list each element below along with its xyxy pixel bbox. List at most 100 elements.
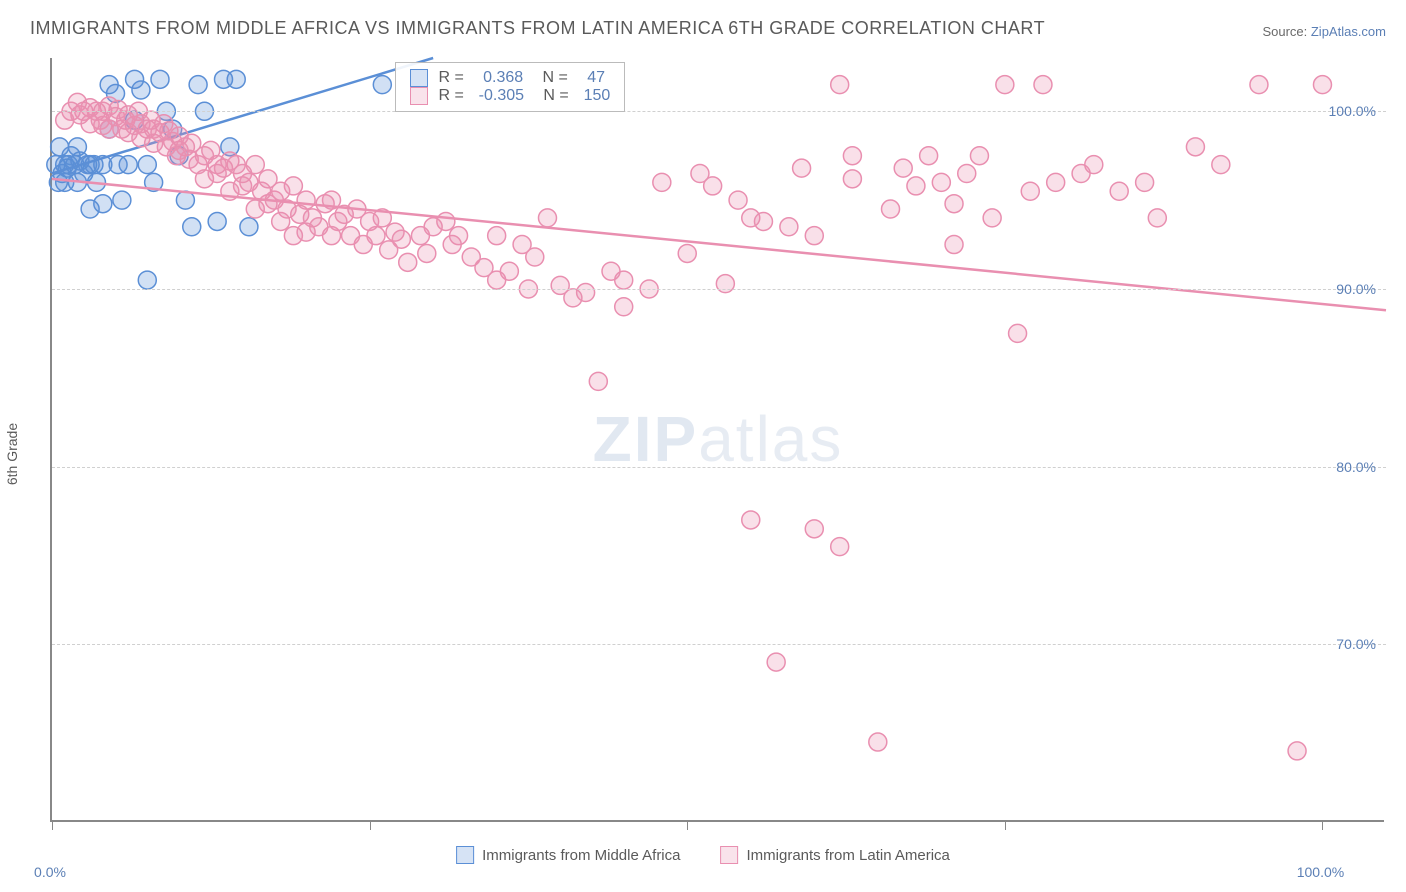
data-point [151, 70, 169, 88]
data-point [538, 209, 556, 227]
data-point [1009, 324, 1027, 342]
data-point [831, 76, 849, 94]
plot-svg [52, 58, 1384, 820]
legend-item: Immigrants from Middle Africa [456, 846, 680, 864]
x-tick-mark [687, 820, 688, 830]
source-attribution: Source: ZipAtlas.com [1262, 24, 1386, 39]
data-point [945, 236, 963, 254]
data-point [132, 81, 150, 99]
data-point [1034, 76, 1052, 94]
chart-container: IMMIGRANTS FROM MIDDLE AFRICA VS IMMIGRA… [0, 0, 1406, 892]
data-point [208, 212, 226, 230]
x-tick-mark [370, 820, 371, 830]
data-point [577, 284, 595, 302]
data-point [615, 298, 633, 316]
data-point [704, 177, 722, 195]
data-point [437, 212, 455, 230]
data-point [970, 147, 988, 165]
data-point [894, 159, 912, 177]
stat-n-value: 150 [579, 87, 610, 105]
gridline-h [52, 289, 1386, 290]
stats-row: R = -0.305 N = 150 [410, 87, 610, 105]
legend-item: Immigrants from Latin America [720, 846, 949, 864]
stat-n-label: N = [529, 69, 572, 87]
data-point [1186, 138, 1204, 156]
data-point [996, 76, 1014, 94]
data-point [284, 177, 302, 195]
stat-r-value: 0.368 [474, 69, 523, 87]
data-point [138, 156, 156, 174]
plot-area: ZIPatlas 70.0%80.0%90.0%100.0% [50, 58, 1384, 822]
stats-row: R = 0.368 N = 47 [410, 69, 610, 87]
data-point [367, 227, 385, 245]
data-point [729, 191, 747, 209]
data-point [831, 538, 849, 556]
data-point [113, 191, 131, 209]
data-point [1212, 156, 1230, 174]
legend-label: Immigrants from Latin America [746, 847, 949, 864]
x-tick-label: 100.0% [1297, 864, 1344, 880]
y-tick-label: 90.0% [1336, 281, 1376, 297]
stat-n-value: 47 [578, 69, 605, 87]
source-prefix: Source: [1262, 24, 1310, 39]
data-point [1288, 742, 1306, 760]
data-point [767, 653, 785, 671]
data-point [1250, 76, 1268, 94]
y-tick-label: 70.0% [1336, 636, 1376, 652]
data-point [932, 173, 950, 191]
data-point [780, 218, 798, 236]
data-point [843, 170, 861, 188]
data-point [399, 253, 417, 271]
data-point [488, 227, 506, 245]
source-link[interactable]: ZipAtlas.com [1311, 24, 1386, 39]
data-point [945, 195, 963, 213]
data-point [920, 147, 938, 165]
data-point [297, 191, 315, 209]
data-point [793, 159, 811, 177]
data-point [983, 209, 1001, 227]
data-point [138, 271, 156, 289]
data-point [1110, 182, 1128, 200]
gridline-h [52, 467, 1386, 468]
y-tick-label: 80.0% [1336, 459, 1376, 475]
data-point [615, 271, 633, 289]
stat-r-label: R = [434, 69, 468, 87]
data-point [189, 76, 207, 94]
data-point [1148, 209, 1166, 227]
data-point [450, 227, 468, 245]
x-tick-mark [1005, 820, 1006, 830]
legend-swatch-icon [456, 846, 474, 864]
data-point [418, 244, 436, 262]
data-point [805, 520, 823, 538]
y-axis-label: 6th Grade [4, 423, 20, 485]
legend-label: Immigrants from Middle Africa [482, 847, 680, 864]
data-point [183, 218, 201, 236]
data-point [678, 244, 696, 262]
data-point [392, 230, 410, 248]
data-point [1021, 182, 1039, 200]
stat-r-label: R = [434, 87, 468, 105]
gridline-h [52, 111, 1386, 112]
data-point [958, 164, 976, 182]
data-point [373, 76, 391, 94]
data-point [742, 511, 760, 529]
data-point [526, 248, 544, 266]
x-tick-mark [1322, 820, 1323, 830]
gridline-h [52, 644, 1386, 645]
data-point [1085, 156, 1103, 174]
data-point [1047, 173, 1065, 191]
data-point [843, 147, 861, 165]
stat-r-value: -0.305 [474, 87, 524, 105]
stat-n-label: N = [530, 87, 573, 105]
data-point [240, 218, 258, 236]
data-point [119, 156, 137, 174]
data-point [589, 372, 607, 390]
data-point [227, 70, 245, 88]
chart-title: IMMIGRANTS FROM MIDDLE AFRICA VS IMMIGRA… [30, 18, 1045, 39]
data-point [882, 200, 900, 218]
data-point [94, 195, 112, 213]
x-tick-label: 0.0% [34, 864, 66, 880]
data-point [907, 177, 925, 195]
data-point [869, 733, 887, 751]
legend-swatch-icon [410, 69, 428, 87]
